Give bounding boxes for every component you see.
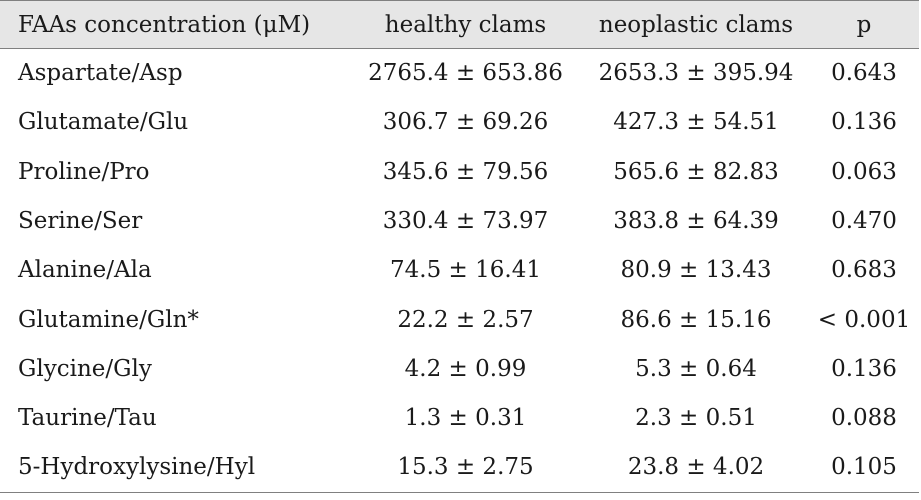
table-header: FAAs concentration (μM) healthy clams ne…	[0, 0, 919, 49]
healthy-value: 74.5 ± 16.41	[390, 257, 541, 284]
amino-acid-name: Glutamine/Gln*	[18, 306, 199, 333]
neoplastic-value: 2653.3 ± 395.94	[598, 60, 794, 87]
neoplastic-value: 23.8 ± 4.02	[583, 442, 809, 493]
healthy-value: 1.3 ± 0.31	[404, 405, 527, 432]
table-row: Alanine/Ala 74.5 ± 16.41 80.9 ± 13.43 0.…	[0, 246, 919, 295]
p-value: 0.643	[831, 60, 897, 87]
neoplastic-value: 383.8 ± 64.39	[613, 208, 779, 235]
p-value: 0.063	[831, 158, 897, 185]
table-row: Taurine/Tau 1.3 ± 0.31 2.3 ± 0.51 0.088	[0, 394, 919, 443]
healthy-value: 306.7 ± 69.26	[382, 109, 549, 136]
amino-acid-name: 5-Hydroxylysine/Hyl	[0, 442, 348, 493]
table-row: Proline/Pro 345.6 ± 79.56 565.6 ± 82.83 …	[0, 147, 919, 196]
p-value: < 0.001	[817, 306, 911, 333]
table-row: Glycine/Gly 4.2 ± 0.99 5.3 ± 0.64 0.136	[0, 344, 919, 393]
p-value: 0.136	[831, 355, 897, 382]
table-row: Serine/Ser 330.4 ± 73.97 383.8 ± 64.39 0…	[0, 196, 919, 245]
amino-acid-name: Taurine/Tau	[18, 405, 157, 432]
header-healthy-clams: healthy clams	[348, 0, 583, 49]
neoplastic-value: 427.3 ± 54.51	[613, 109, 779, 136]
amino-acid-name: Glycine/Gly	[18, 355, 152, 382]
amino-acid-name: Glutamate/Glu	[18, 109, 189, 136]
healthy-value: 22.2 ± 2.57	[397, 306, 534, 333]
header-faas-concentration: FAAs concentration (μM)	[0, 0, 348, 49]
table-row: 5-Hydroxylysine/Hyl 15.3 ± 2.75 23.8 ± 4…	[0, 442, 919, 493]
healthy-value: 4.2 ± 0.99	[404, 355, 527, 382]
header-row: FAAs concentration (μM) healthy clams ne…	[0, 0, 919, 49]
neoplastic-value: 2.3 ± 0.51	[635, 405, 757, 432]
amino-acid-name: Aspartate/Asp	[18, 60, 183, 87]
p-value: 0.470	[831, 208, 897, 235]
healthy-value: 345.6 ± 79.56	[382, 158, 549, 185]
neoplastic-value: 86.6 ± 15.16	[620, 306, 772, 333]
p-value: 0.683	[831, 257, 897, 284]
table-body: Aspartate/Asp 2765.4 ± 653.86 2653.3 ± 3…	[0, 49, 919, 493]
healthy-value: 330.4 ± 73.97	[382, 208, 549, 235]
p-value: 0.105	[809, 442, 919, 493]
table-row: Aspartate/Asp 2765.4 ± 653.86 2653.3 ± 3…	[0, 49, 919, 98]
neoplastic-value: 5.3 ± 0.64	[635, 355, 757, 382]
amino-acid-name: Alanine/Ala	[18, 257, 152, 284]
neoplastic-value: 80.9 ± 13.43	[620, 257, 772, 284]
p-value: 0.088	[831, 405, 897, 432]
table-row: Glutamine/Gln* 22.2 ± 2.57 86.6 ± 15.16 …	[0, 295, 919, 344]
neoplastic-value: 565.6 ± 82.83	[613, 158, 779, 185]
header-p-value: p	[809, 0, 919, 49]
header-neoplastic-clams: neoplastic clams	[583, 0, 809, 49]
healthy-value: 15.3 ± 2.75	[348, 442, 583, 493]
amino-acid-name: Proline/Pro	[18, 158, 150, 185]
table-row: Glutamate/Glu 306.7 ± 69.26 427.3 ± 54.5…	[0, 98, 919, 147]
healthy-value: 2765.4 ± 653.86	[368, 60, 563, 87]
amino-acid-name: Serine/Ser	[18, 208, 143, 235]
p-value: 0.136	[831, 109, 897, 136]
